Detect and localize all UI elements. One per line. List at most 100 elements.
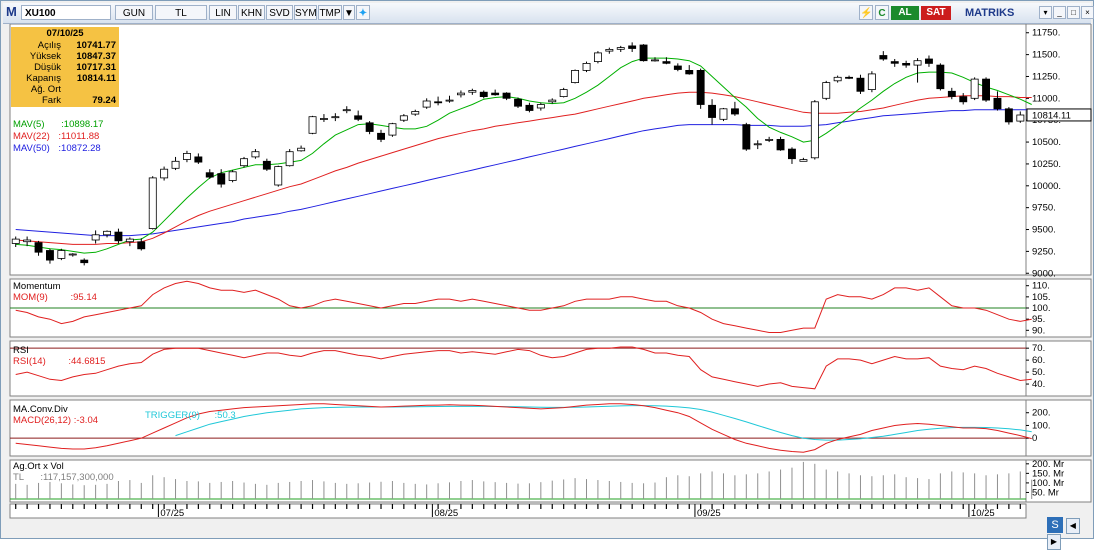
price-tick-label: 9250. bbox=[1032, 246, 1056, 257]
candle-body bbox=[91, 234, 100, 241]
candle-body bbox=[68, 253, 77, 256]
scroll-left-icon[interactable]: ◀ bbox=[1065, 518, 1080, 534]
axis-price bbox=[1025, 24, 1092, 276]
candle-body bbox=[182, 152, 191, 160]
price-tick-label: 10500. bbox=[1032, 137, 1061, 148]
minimize-icon[interactable]: _ bbox=[1053, 6, 1066, 19]
info-row: Yüksek 10847.37 bbox=[11, 51, 119, 62]
close-icon[interactable]: × bbox=[1081, 6, 1094, 19]
toolbar-button-gun[interactable]: GUN bbox=[115, 5, 153, 20]
candle-body bbox=[342, 109, 351, 112]
chevron-down-icon[interactable]: ▼ bbox=[343, 5, 355, 20]
candle-body bbox=[319, 118, 328, 120]
candle-body bbox=[308, 116, 317, 134]
bottom-controls: S ◀ ▶ bbox=[1047, 517, 1093, 550]
candle-body bbox=[913, 60, 922, 66]
macd-tick-label: 0 bbox=[1032, 433, 1037, 444]
momentum-label: MOM(9) bbox=[13, 292, 48, 303]
info-panel: 07/10/25 Açılış 10741.77 Yüksek 10847.37 Düş… bbox=[11, 27, 119, 107]
chart-canvas[interactable]: 11750.11500.11250.11000.10750.10500.1025… bbox=[4, 24, 1092, 519]
price-tick-label: 9750. bbox=[1032, 203, 1056, 214]
sell-button[interactable]: SAT bbox=[921, 6, 951, 20]
rsi-label: RSI(14) bbox=[13, 356, 46, 367]
scroll-right-icon[interactable]: ▶ bbox=[1047, 534, 1061, 550]
twitter-icon[interactable]: ✦ bbox=[356, 5, 370, 20]
price-tick-label: 9500. bbox=[1032, 225, 1056, 236]
candle-body bbox=[1004, 108, 1013, 123]
momentum-line bbox=[15, 280, 1032, 333]
toolbar-button-khn[interactable]: KHN bbox=[238, 5, 265, 20]
candle-body bbox=[411, 111, 420, 115]
candle-body bbox=[240, 158, 248, 167]
candle-body bbox=[582, 63, 591, 71]
candle-body bbox=[742, 124, 751, 150]
candle-body bbox=[959, 96, 968, 103]
mav5-label: MAV(5) bbox=[13, 119, 45, 130]
date-label: 08/25 bbox=[434, 508, 458, 519]
date-label: 07/25 bbox=[160, 508, 184, 519]
sync-icon[interactable]: S bbox=[1047, 517, 1063, 533]
info-row-value: 79.24 bbox=[92, 95, 116, 106]
buy-button[interactable]: AL bbox=[891, 6, 919, 20]
mav50-line bbox=[15, 109, 1032, 237]
momentum-title: Momentum bbox=[13, 281, 61, 292]
candle-body bbox=[262, 160, 271, 170]
rsi-tick-label: 70. bbox=[1032, 343, 1045, 354]
axis-rsi bbox=[1025, 340, 1092, 397]
maximize-icon[interactable]: □ bbox=[1067, 6, 1080, 19]
candle-body bbox=[571, 70, 579, 84]
toolbar-button-svd[interactable]: SVD bbox=[266, 5, 293, 20]
panel-macd bbox=[9, 399, 1027, 457]
info-row-label: Yüksek bbox=[29, 51, 61, 62]
info-row-label: Açılış bbox=[37, 40, 61, 51]
last-price-label: 10814.11 bbox=[1032, 110, 1071, 121]
info-row-label: Düşük bbox=[34, 62, 61, 73]
info-row-label: Kapanış bbox=[26, 73, 61, 84]
candle-body bbox=[856, 77, 865, 92]
candle-body bbox=[708, 104, 716, 118]
candle-body bbox=[594, 52, 602, 62]
candle-body bbox=[799, 159, 808, 162]
price-tick-label: 10250. bbox=[1032, 159, 1061, 170]
panel-price bbox=[9, 24, 1027, 276]
info-row: Açılış 10741.77 bbox=[11, 40, 119, 51]
mav22-value: :11011.88 bbox=[58, 131, 100, 142]
toolbar-button-sym[interactable]: SYM bbox=[294, 5, 317, 20]
toolbar-button-tl[interactable]: TL bbox=[155, 5, 207, 20]
candle-body bbox=[993, 97, 1002, 110]
candle-body bbox=[696, 70, 705, 105]
info-row-value: 10717.31 bbox=[76, 62, 116, 73]
lightning-icon[interactable]: ⚡ bbox=[859, 5, 873, 20]
candle-body bbox=[685, 70, 694, 75]
info-row-label: Ağ. Ort bbox=[30, 84, 61, 95]
candle-body bbox=[936, 64, 945, 90]
candle-body bbox=[103, 230, 111, 236]
candle-body bbox=[274, 166, 283, 186]
refresh-icon[interactable]: C bbox=[875, 5, 889, 20]
axis-macd bbox=[1025, 399, 1092, 457]
volume-label: TL bbox=[13, 472, 24, 483]
dropdown-icon[interactable]: ▾ bbox=[1039, 6, 1052, 19]
candle-body bbox=[639, 44, 648, 62]
price-tick-label: 11250. bbox=[1032, 71, 1060, 82]
symbol-selector[interactable]: XU100 bbox=[21, 5, 111, 20]
candle-body bbox=[925, 58, 933, 64]
mav5-line bbox=[15, 57, 1032, 254]
candle-body bbox=[765, 139, 774, 141]
price-tick-label: 11000. bbox=[1032, 93, 1060, 104]
toolbar-button-lin[interactable]: LIN bbox=[209, 5, 237, 20]
volume-legend: TL :117,157,300,000 bbox=[13, 472, 114, 483]
volume-value: :117,157,300,000 bbox=[40, 472, 114, 483]
mav50-value: :10872.28 bbox=[58, 143, 101, 154]
candle-body bbox=[536, 104, 545, 109]
panel-rsi bbox=[9, 340, 1027, 397]
info-row-label: Fark bbox=[42, 95, 61, 106]
candle-body bbox=[479, 91, 488, 97]
mav50-label: MAV(50) bbox=[13, 143, 50, 154]
trigger-line bbox=[175, 405, 1032, 441]
candle-body bbox=[468, 90, 477, 93]
toolbar-button-tmp[interactable]: TMP bbox=[318, 5, 342, 20]
candle-body bbox=[34, 242, 43, 253]
candle-body bbox=[662, 61, 671, 64]
